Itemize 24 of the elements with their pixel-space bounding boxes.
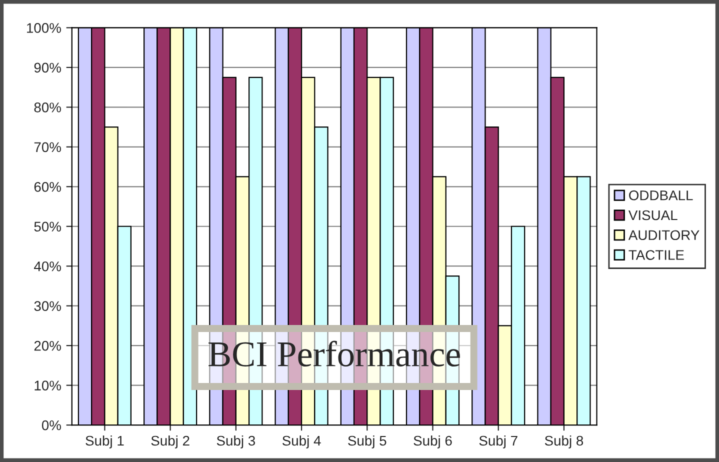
x-tick-label: Subj 5: [348, 435, 386, 448]
y-tick-label: 20%: [34, 340, 61, 351]
y-tick-label: 70%: [34, 142, 61, 152]
y-tick-label: 40%: [34, 261, 61, 272]
y-tick-label: 30%: [34, 301, 61, 312]
y-tick-label: 90%: [34, 62, 61, 73]
y-tick-label: 100%: [27, 23, 61, 33]
legend-label: TACTILE: [628, 250, 684, 260]
x-tick-label: Subj 1: [86, 435, 124, 448]
x-tick-label: Subj 4: [282, 435, 321, 448]
x-tick-label: Subj 7: [479, 435, 518, 448]
x-tick-label: Subj 8: [544, 435, 584, 448]
legend-label: ODDBALL: [629, 190, 693, 200]
y-tick-label: 10%: [34, 380, 61, 390]
x-tick-label: Subj 2: [151, 435, 190, 448]
text: BCI Performance: [208, 340, 460, 367]
y-tick-label: 0%: [42, 420, 61, 430]
x-tick-label: Subj 3: [216, 435, 256, 448]
y-tick-label: 50%: [34, 222, 61, 232]
x-tick-label: Subj 6: [414, 435, 452, 448]
legend-label: VISUAL: [628, 210, 678, 220]
y-tick-label: 60%: [34, 182, 61, 192]
y-tick-label: 80%: [34, 102, 61, 112]
legend-label: AUDITORY: [628, 230, 700, 240]
